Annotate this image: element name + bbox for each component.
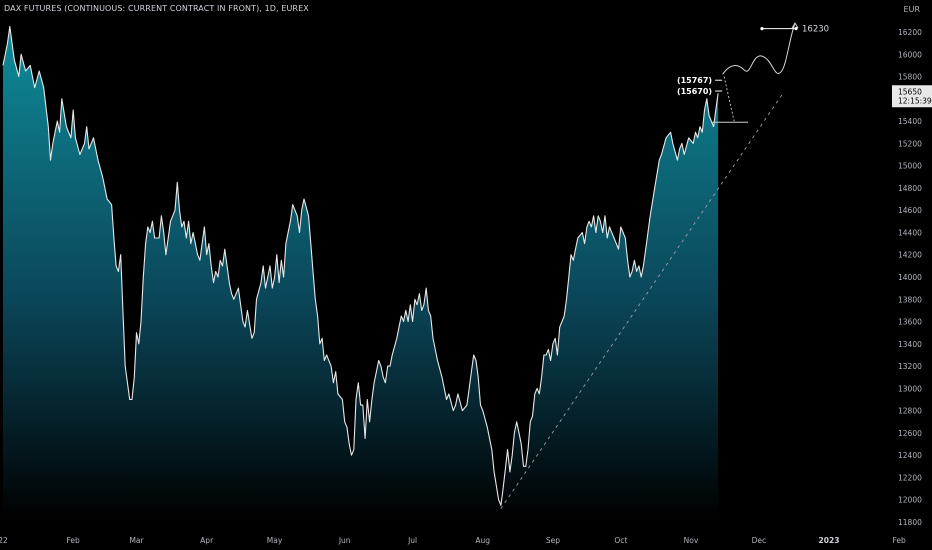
target-label: 16230 xyxy=(802,25,829,35)
y-tick-label: 13000 xyxy=(898,384,922,393)
x-tick-label: Jun xyxy=(338,536,351,545)
y-tick-label: 14800 xyxy=(898,184,922,193)
last-price-countdown: 12:15:39 xyxy=(898,96,932,105)
x-tick-label: 2023 xyxy=(819,536,840,545)
x-tick-label: May xyxy=(267,536,283,545)
y-tick-label: 14000 xyxy=(898,273,922,282)
annotation-15767: (15767) xyxy=(677,76,712,85)
x-tick-label: Apr xyxy=(200,536,214,545)
y-tick-label: 12200 xyxy=(898,473,922,482)
y-tick-label: 14200 xyxy=(898,251,922,260)
y-tick-label: 14400 xyxy=(898,228,922,237)
x-tick-label: Oct xyxy=(614,536,627,545)
y-tick-label: 13400 xyxy=(898,340,922,349)
y-tick-label: 14600 xyxy=(898,206,922,215)
x-tick-label: Feb xyxy=(893,536,907,545)
annotation-15670: (15670) xyxy=(677,87,712,96)
y-tick-label: 12000 xyxy=(898,496,922,505)
x-tick-label: Mar xyxy=(129,536,144,545)
y-tick-label: 15800 xyxy=(898,73,922,82)
x-tick-label: Aug xyxy=(475,536,490,545)
y-tick-label: 12400 xyxy=(898,451,922,460)
x-tick-label: Jul xyxy=(407,536,417,545)
y-tick-label: 13200 xyxy=(898,362,922,371)
price-line xyxy=(2,25,719,506)
y-tick-label: 15400 xyxy=(898,117,922,126)
currency-label: EUR xyxy=(903,5,920,14)
y-tick-label: 12800 xyxy=(898,407,922,416)
x-tick-label: Feb xyxy=(67,536,81,545)
last-price-box xyxy=(892,85,932,108)
projection-path xyxy=(722,22,796,75)
y-tick-label: 11800 xyxy=(898,518,922,527)
price-area-fill xyxy=(3,26,719,521)
y-tick-label: 13600 xyxy=(898,318,922,327)
y-tick-label: 15000 xyxy=(898,162,922,171)
projection-arrowhead xyxy=(791,22,799,29)
y-tick-label: 15200 xyxy=(898,139,922,148)
y-tick-label: 16200 xyxy=(898,28,922,37)
last-price-value: 15650 xyxy=(898,87,922,96)
x-tick-label: Nov xyxy=(684,536,699,545)
x-tick-label: Dec xyxy=(752,536,767,545)
drop-arrow-dashed xyxy=(723,76,735,122)
chart-title: DAX FUTURES (CONTINUOUS: CURRENT CONTRAC… xyxy=(4,4,309,13)
y-tick-label: 16000 xyxy=(898,50,922,59)
y-tick-label: 12600 xyxy=(898,429,922,438)
y-tick-label: 13800 xyxy=(898,295,922,304)
target-dot-right xyxy=(794,27,798,31)
x-tick-label: Sep xyxy=(546,536,560,545)
x-tick-label: 22 xyxy=(0,536,8,545)
